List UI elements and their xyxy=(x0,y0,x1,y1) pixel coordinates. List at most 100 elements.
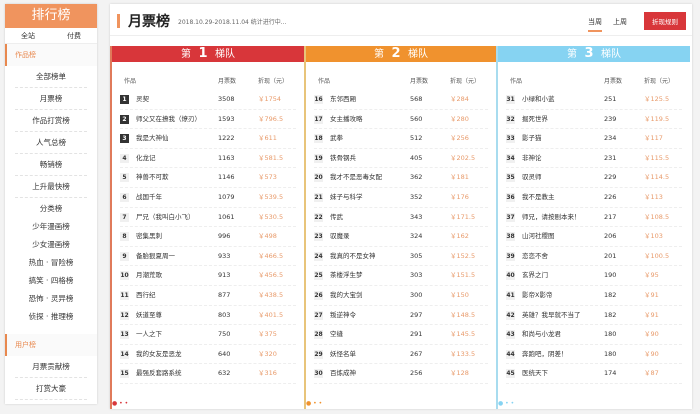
work-title[interactable]: 妖怪名单 xyxy=(330,349,356,358)
work-title[interactable]: 妖道至尊 xyxy=(136,310,162,319)
sidebar-item[interactable]: 作品打赏榜 xyxy=(15,110,87,132)
table-row[interactable]: 38 山河社稷图 206 ￥103 xyxy=(506,227,682,247)
work-title[interactable]: 神兽不可欺 xyxy=(136,173,169,182)
sidebar-item[interactable]: 上升最快榜 xyxy=(15,176,87,198)
work-title[interactable]: 叛逆神令 xyxy=(330,310,356,319)
table-row[interactable]: 7 尸兄（我叫白小飞） 1061 ￥530.5 xyxy=(120,208,296,228)
table-row[interactable]: 30 百炼成神 256 ￥128 xyxy=(314,364,488,384)
table-row[interactable]: 20 我才不是恶毒女配 362 ￥181 xyxy=(314,168,488,188)
table-row[interactable]: 43 和尚与小龙君 180 ￥90 xyxy=(506,325,682,345)
sidebar-item[interactable]: 人气总榜 xyxy=(15,132,87,154)
work-title[interactable]: 我的大宝剑 xyxy=(330,290,363,299)
table-row[interactable]: 3 我是大神仙 1222 ￥611 xyxy=(120,129,296,149)
table-row[interactable]: 17 女主播攻略 560 ￥280 xyxy=(314,110,488,130)
work-title[interactable]: 战国千年 xyxy=(136,192,162,201)
work-title[interactable]: 女主播攻略 xyxy=(330,114,363,123)
work-title[interactable]: 灵契 xyxy=(136,95,149,103)
table-row[interactable]: 11 西行纪 877 ￥438.5 xyxy=(120,286,296,306)
work-title[interactable]: 百炼成神 xyxy=(330,369,356,378)
table-row[interactable]: 27 叛逆神令 297 ￥148.5 xyxy=(314,306,488,326)
table-row[interactable]: 44 奔跑吧，阴差！ 180 ￥90 xyxy=(506,345,682,365)
work-title[interactable]: 密集黑刺 xyxy=(136,232,162,241)
work-title[interactable]: 茶楼浮生梦 xyxy=(330,271,363,280)
sidebar-item[interactable]: 畅销榜 xyxy=(15,154,87,176)
table-row[interactable]: 39 恋恋不舍 201 ￥100.5 xyxy=(506,247,682,267)
work-title[interactable]: 山河社稷图 xyxy=(522,232,555,241)
sidebar-item[interactable]: 月票榜 xyxy=(15,88,87,110)
table-row[interactable]: 4 化龙记 1163 ￥581.5 xyxy=(120,149,296,169)
table-row[interactable]: 41 影帝X影帝 182 ￥91 xyxy=(506,286,682,306)
table-row[interactable]: 33 影子猫 234 ￥117 xyxy=(506,129,682,149)
table-row[interactable]: 19 铁骨钢兵 405 ￥202.5 xyxy=(314,149,488,169)
table-row[interactable]: 16 东邻西厢 568 ￥284 xyxy=(314,90,488,110)
cash-rules-button[interactable]: 折现规则 xyxy=(644,12,686,30)
table-row[interactable]: 9 备胎狠夏周一 933 ￥466.5 xyxy=(120,247,296,267)
work-title[interactable]: 我才不是恶毒女配 xyxy=(330,173,382,182)
table-row[interactable]: 18 武拳 512 ￥256 xyxy=(314,129,488,149)
table-row[interactable]: 26 我的大宝剑 300 ￥150 xyxy=(314,286,488,306)
table-row[interactable]: 6 战国千年 1079 ￥539.5 xyxy=(120,188,296,208)
table-row[interactable]: 12 妖道至尊 803 ￥401.5 xyxy=(120,306,296,326)
table-row[interactable]: 36 我不是教主 226 ￥113 xyxy=(506,188,682,208)
work-title[interactable]: 尸兄（我叫白小飞） xyxy=(136,212,195,221)
work-title[interactable]: 铁骨钢兵 xyxy=(330,153,356,162)
work-title[interactable]: 我的女友是恶龙 xyxy=(136,349,182,358)
work-title[interactable]: 我是大神仙 xyxy=(136,134,169,143)
table-row[interactable]: 5 神兽不可欺 1146 ￥573 xyxy=(120,168,296,188)
work-title[interactable]: 小绿和小蓝 xyxy=(522,95,555,103)
table-row[interactable]: 14 我的女友是恶龙 640 ￥320 xyxy=(120,345,296,365)
work-title[interactable]: 影帝X影帝 xyxy=(522,290,553,299)
work-title[interactable]: 一人之下 xyxy=(136,330,162,339)
tab-all-site[interactable]: 全站 xyxy=(21,32,35,40)
table-row[interactable]: 22 传武 343 ￥171.5 xyxy=(314,208,488,228)
table-row[interactable]: 21 妹子与科学 352 ￥176 xyxy=(314,188,488,208)
sidebar-item[interactable]: 月票贡献榜 xyxy=(15,356,87,378)
table-row[interactable]: 40 玄界之门 190 ￥95 xyxy=(506,266,682,286)
work-title[interactable]: 恋恋不舍 xyxy=(522,251,548,260)
work-title[interactable]: 化龙记 xyxy=(136,153,156,162)
table-row[interactable]: 28 空缝 291 ￥145.5 xyxy=(314,325,488,345)
work-title[interactable]: 英雄？我早就不当了 xyxy=(522,310,581,319)
work-title[interactable]: 妹子与科学 xyxy=(330,192,363,201)
work-title[interactable]: 驭魔录 xyxy=(330,232,350,241)
table-row[interactable]: 31 小绿和小蓝 251 ￥125.5 xyxy=(506,90,682,110)
tab-paid[interactable]: 付费 xyxy=(67,32,81,40)
table-row[interactable]: 32 掘死世界 239 ￥119.5 xyxy=(506,110,682,130)
tab-current-week[interactable]: 当周 xyxy=(588,17,602,32)
table-row[interactable]: 8 密集黑刺 996 ￥498 xyxy=(120,227,296,247)
work-title[interactable]: 医统天下 xyxy=(522,369,548,378)
work-title[interactable]: 驭灵师 xyxy=(522,173,542,182)
sidebar-item[interactable]: 全部榜单 xyxy=(15,66,87,88)
table-row[interactable]: 29 妖怪名单 267 ￥133.5 xyxy=(314,345,488,365)
work-title[interactable]: 影子猫 xyxy=(522,134,542,143)
sidebar-item[interactable]: 少女漫画榜 xyxy=(32,240,70,249)
table-row[interactable]: 45 医统天下 174 ￥87 xyxy=(506,364,682,384)
work-title[interactable]: 东邻西厢 xyxy=(330,95,356,103)
table-row[interactable]: 10 月潮荒歌 913 ￥456.5 xyxy=(120,266,296,286)
work-title[interactable]: 我真的不是女神 xyxy=(330,251,376,260)
work-title[interactable]: 非神论 xyxy=(522,153,542,162)
table-row[interactable]: 13 一人之下 750 ￥375 xyxy=(120,325,296,345)
table-row[interactable]: 15 最强反套路系统 632 ￥316 xyxy=(120,364,296,384)
tab-last-week[interactable]: 上周 xyxy=(613,18,627,26)
work-title[interactable]: 最强反套路系统 xyxy=(136,369,182,378)
table-row[interactable]: 25 茶楼浮生梦 303 ￥151.5 xyxy=(314,266,488,286)
sidebar-item[interactable]: 分类榜 xyxy=(39,204,63,213)
work-title[interactable]: 西行纪 xyxy=(136,290,156,299)
work-title[interactable]: 我不是教主 xyxy=(522,192,555,201)
sidebar-item[interactable]: 打赏大豪 xyxy=(15,378,87,400)
sidebar-item[interactable]: 搞笑 · 四格榜 xyxy=(28,276,74,285)
work-title[interactable]: 武拳 xyxy=(330,134,343,143)
table-row[interactable]: 34 非神论 231 ￥115.5 xyxy=(506,149,682,169)
work-title[interactable]: 月潮荒歌 xyxy=(136,271,162,280)
table-row[interactable]: 23 驭魔录 324 ￥162 xyxy=(314,227,488,247)
table-row[interactable]: 24 我真的不是女神 305 ￥152.5 xyxy=(314,247,488,267)
work-title[interactable]: 师兄，请按剧本来！ xyxy=(522,212,581,221)
work-title[interactable]: 奔跑吧，阴差！ xyxy=(522,349,568,358)
table-row[interactable]: 37 师兄，请按剧本来！ 217 ￥108.5 xyxy=(506,208,682,228)
sidebar-item[interactable]: 恐怖 · 灵异榜 xyxy=(28,294,74,303)
work-title[interactable]: 和尚与小龙君 xyxy=(522,330,561,339)
work-title[interactable]: 掘死世界 xyxy=(522,114,548,123)
sidebar-item[interactable]: 侦探 · 推理榜 xyxy=(28,312,74,321)
table-row[interactable]: 42 英雄？我早就不当了 182 ￥91 xyxy=(506,306,682,326)
